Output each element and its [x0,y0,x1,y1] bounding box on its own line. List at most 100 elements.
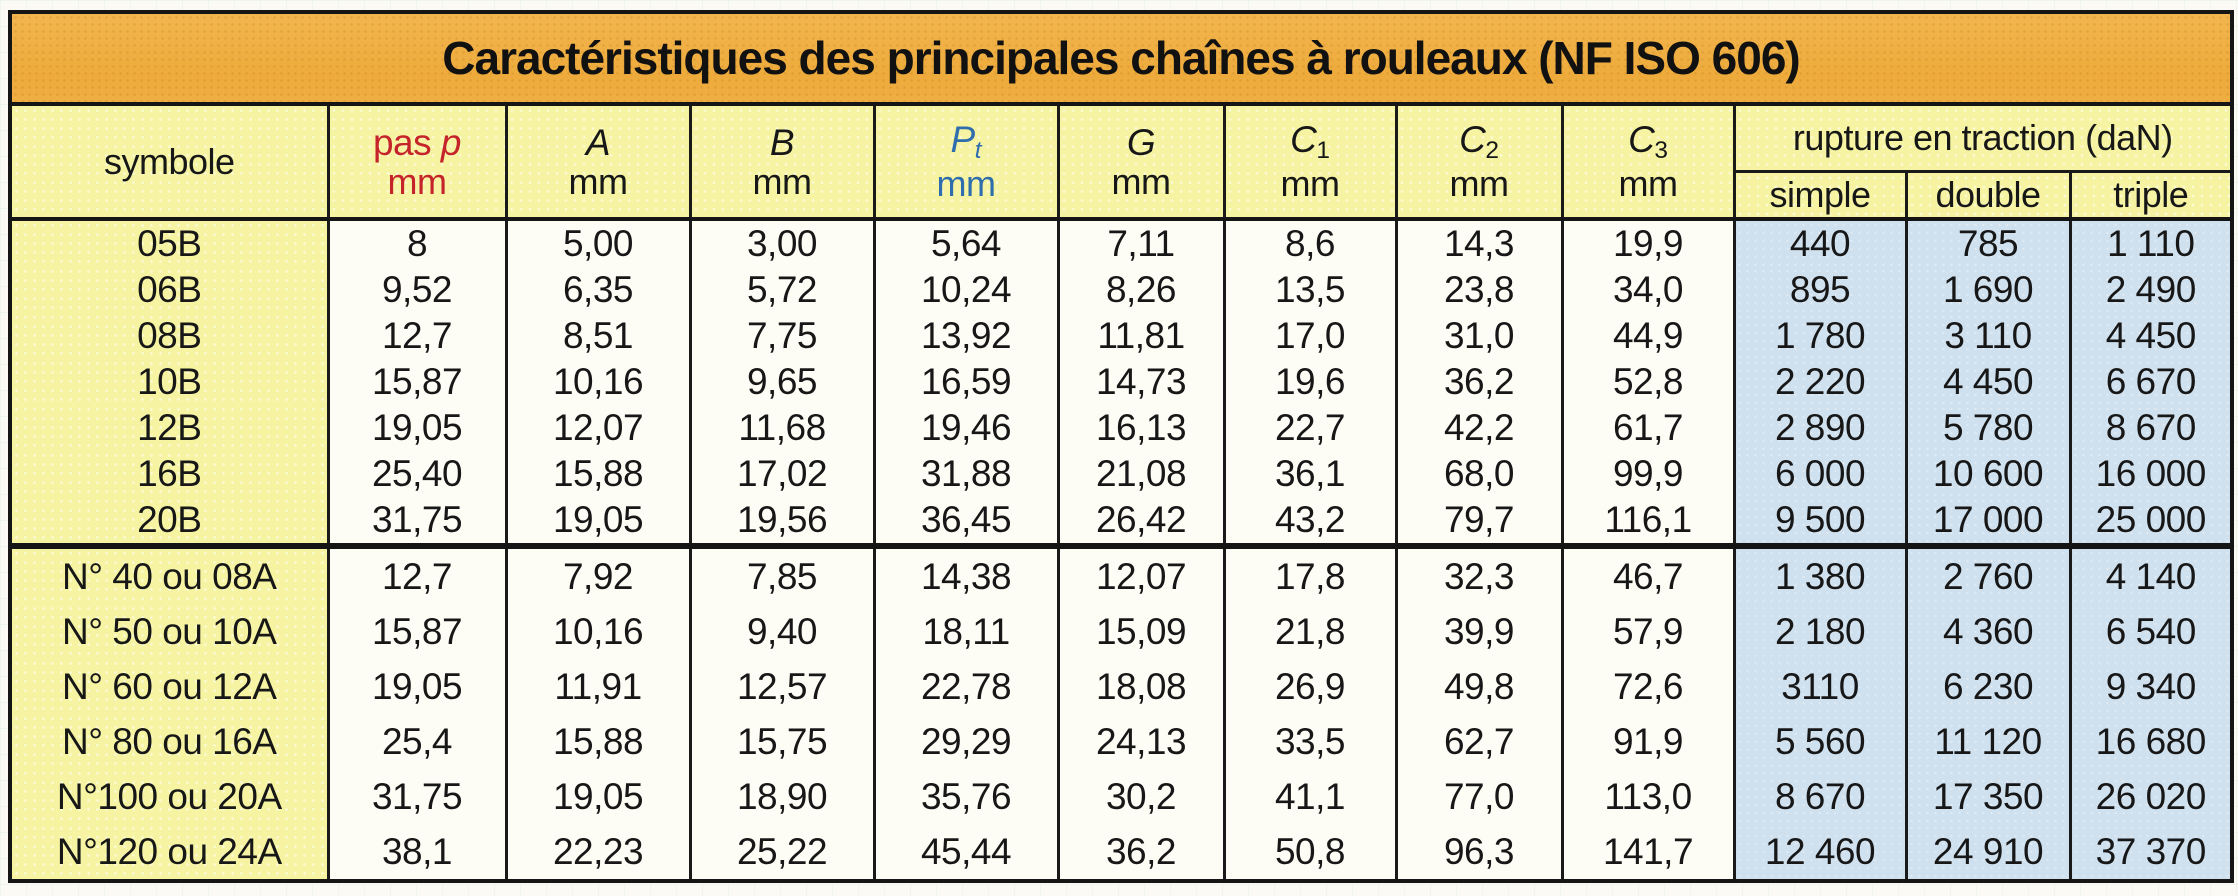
dimension-value-cell: 19,6 [1222,359,1398,405]
table-row: 16B 25,40 15,88 17,02 31,88 21,08 36,1 68,0 99,9… [8,451,2234,497]
col-label-unit: mm [1280,162,1340,204]
dimension-value-cell: 11,81 [1056,313,1226,359]
col-label-unit: mm [387,160,447,202]
rupture-value-cell: 2 180 [1732,604,1908,659]
dimension-value-cell: 11,68 [688,405,876,451]
dimension-value-cell: 8 [326,219,508,267]
col-label-symbol: G [1126,121,1156,163]
table-row: N° 60 ou 12A 19,05 11,91 12,57 22,78 18,08 26,… [8,659,2234,714]
dimension-value-cell: 12,07 [504,405,692,451]
dimension-value-cell: 31,75 [326,497,508,546]
col-label-unit: mm [1449,162,1509,204]
dimension-value-cell: 25,40 [326,451,508,497]
dimension-value-cell: 34,0 [1560,267,1736,313]
dimension-value-cell: 14,38 [872,543,1060,604]
dimension-value-cell: 18,90 [688,769,876,824]
dimension-value-cell: 99,9 [1560,451,1736,497]
col-label-unit: mm [752,160,812,202]
col-label-symbol: C [1290,119,1317,161]
symbol-cell: N° 50 ou 10A [8,604,330,659]
dimension-value-cell: 19,46 [872,405,1060,451]
symbol-cell: 16B [8,451,330,497]
dimension-value-cell: 10,24 [872,267,1060,313]
rupture-value-cell: 3110 [1732,659,1908,714]
dimension-value-cell: 3,00 [688,219,876,267]
rupture-value-cell: 37 370 [2068,824,2234,881]
symbol-cell: N°100 ou 20A [8,769,330,824]
dimension-value-cell: 7,92 [504,543,692,604]
col-header-Pt: Pt mm [872,104,1060,219]
dimension-value-cell: 12,7 [326,543,508,604]
dimension-value-cell: 22,78 [872,659,1060,714]
symbol-cell: N° 80 ou 16A [8,714,330,769]
dimension-value-cell: 33,5 [1222,714,1398,769]
dimension-value-cell: 8,26 [1056,267,1226,313]
symbol-cell: 12B [8,405,330,451]
dimension-value-cell: 32,3 [1394,543,1564,604]
dimension-value-cell: 38,1 [326,824,508,881]
col-label-unit: mm [568,160,628,202]
rupture-value-cell: 6 000 [1732,451,1908,497]
dimension-value-cell: 36,1 [1222,451,1398,497]
table-title: Caractéristiques des principales chaînes… [8,12,2234,106]
dimension-value-cell: 52,8 [1560,359,1736,405]
dimension-value-cell: 68,0 [1394,451,1564,497]
dimension-value-cell: 22,7 [1222,405,1398,451]
dimension-value-cell: 12,57 [688,659,876,714]
rupture-value-cell: 10 600 [1904,451,2072,497]
table-row: 12B 19,05 12,07 11,68 19,46 16,13 22,7 42,2 61,7… [8,405,2234,451]
dimension-value-cell: 44,9 [1560,313,1736,359]
dimension-value-cell: 9,52 [326,267,508,313]
table-row: 10B 15,87 10,16 9,65 16,59 14,73 19,6 36,2 52,8 2… [8,359,2234,405]
dimension-value-cell: 14,73 [1056,359,1226,405]
dimension-value-cell: 49,8 [1394,659,1564,714]
symbol-cell: 20B [8,497,330,546]
dimension-value-cell: 45,44 [872,824,1060,881]
rupture-value-cell: 26 020 [2068,769,2234,824]
dimension-value-cell: 15,87 [326,359,508,405]
rupture-value-cell: 5 560 [1732,714,1908,769]
col-label-unit: mm [1618,162,1678,204]
table-row: N° 40 ou 08A 12,7 7,92 7,85 14,38 12,07 17,8 32… [8,543,2234,604]
rupture-value-cell: 17 350 [1904,769,2072,824]
dimension-value-cell: 19,05 [326,405,508,451]
col-label-symbol: p [440,121,462,163]
rupture-value-cell: 895 [1732,267,1908,313]
dimension-value-cell: 36,2 [1056,824,1226,881]
dimension-value-cell: 13,5 [1222,267,1398,313]
col-label-unit: mm [936,162,996,204]
dimension-value-cell: 72,6 [1560,659,1736,714]
col-header-triple: triple [2068,170,2234,219]
rupture-value-cell: 2 760 [1904,543,2072,604]
dimension-value-cell: 77,0 [1394,769,1564,824]
dimension-value-cell: 18,08 [1056,659,1226,714]
dimension-value-cell: 15,09 [1056,604,1226,659]
dimension-value-cell: 19,05 [326,659,508,714]
col-header-rupture: rupture en traction (daN) [1732,104,2234,173]
dimension-value-cell: 19,9 [1560,219,1736,267]
dimension-value-cell: 8,6 [1222,219,1398,267]
dimension-value-cell: 96,3 [1394,824,1564,881]
dimension-value-cell: 15,87 [326,604,508,659]
symbol-cell: N° 40 ou 08A [8,543,330,604]
table-section-b-series: 05B 8 5,00 3,00 5,64 7,11 8,6 14,3 19,9 440 785 1 1… [8,219,2234,546]
rupture-value-cell: 6 230 [1904,659,2072,714]
symbol-cell: N° 60 ou 12A [8,659,330,714]
dimension-value-cell: 29,29 [872,714,1060,769]
rupture-value-cell: 16 000 [2068,451,2234,497]
dimension-value-cell: 6,35 [504,267,692,313]
col-header-C3: C3 mm [1560,104,1736,219]
dimension-value-cell: 5,64 [872,219,1060,267]
dimension-value-cell: 19,56 [688,497,876,546]
rupture-value-cell: 6 540 [2068,604,2234,659]
rupture-value-cell: 9 500 [1732,497,1908,546]
dimension-value-cell: 19,05 [504,769,692,824]
table-section-a-series: N° 40 ou 08A 12,7 7,92 7,85 14,38 12,07 17,8 32… [8,543,2234,881]
dimension-value-cell: 11,91 [504,659,692,714]
table-row: N° 50 ou 10A 15,87 10,16 9,40 18,11 15,09 21,8… [8,604,2234,659]
table-row: 20B 31,75 19,05 19,56 36,45 26,42 43,2 79,7 116,… [8,497,2234,546]
col-label-subscript: t [974,137,982,165]
title-row: Caractéristiques des principales chaînes… [8,12,2234,106]
dimension-value-cell: 19,05 [504,497,692,546]
